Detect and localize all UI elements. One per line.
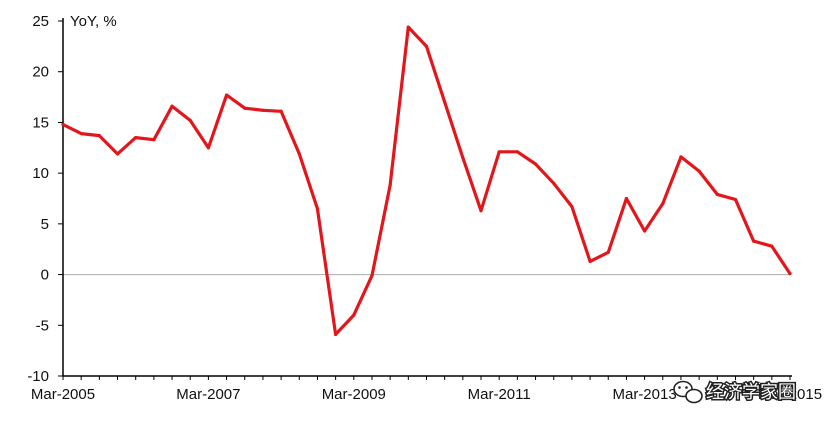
series-point: [715, 192, 719, 197]
series-point: [552, 181, 556, 185]
series-point: [624, 196, 629, 201]
series-point: [152, 138, 156, 142]
series-point: [79, 131, 83, 136]
series-point: [224, 93, 229, 97]
x-tick-label: Mar-2015: [758, 386, 822, 403]
series-point: [188, 118, 192, 122]
y-axis-ticks: 25 20 15 10 5 0 -5 -10: [27, 13, 63, 385]
series-point: [206, 146, 210, 150]
series-point: [134, 136, 138, 140]
y-tick-label: 0: [41, 267, 49, 284]
series-point: [461, 156, 465, 160]
series-point: [170, 104, 174, 108]
series-point: [533, 162, 538, 166]
series-point: [570, 205, 574, 209]
series-point: [334, 332, 338, 337]
series-points: [61, 25, 792, 337]
series-point: [61, 122, 65, 127]
series-point: [606, 250, 610, 254]
series-point: [697, 169, 701, 173]
series-point: [97, 134, 101, 138]
series-point: [479, 209, 483, 213]
series-point: [588, 259, 592, 263]
series-point: [279, 109, 283, 113]
y-tick-label: 5: [41, 216, 49, 233]
x-axis-ticks: Mar-2005 Mar-2007 Mar-2009 Mar-2011 Mar-2013…: [31, 376, 822, 403]
y-tick-label: 25: [32, 13, 49, 30]
x-tick-label: Mar-2011: [468, 386, 531, 403]
series-point: [770, 244, 774, 248]
series-point: [661, 201, 665, 206]
series-line: [61, 25, 792, 336]
series-point: [261, 108, 265, 112]
series-point: [515, 150, 519, 154]
series-point: [352, 313, 356, 317]
x-tick-label: Mar-2013: [612, 386, 676, 403]
y-tick-label: -5: [36, 317, 49, 334]
x-tick-label: Mar-2005: [31, 386, 95, 403]
wechat-icon: [673, 380, 703, 404]
series-point: [679, 155, 683, 159]
y-tick-label: -10: [27, 368, 49, 385]
series-point: [388, 183, 392, 187]
y-tick-label: 20: [32, 64, 49, 81]
series-point: [643, 229, 647, 233]
series-point: [370, 273, 374, 278]
x-tick-label: Mar-2009: [322, 386, 386, 403]
series-point: [243, 106, 247, 110]
series-point: [115, 152, 120, 156]
series-point: [788, 271, 792, 276]
series-point: [297, 152, 301, 156]
series-point: [752, 239, 756, 243]
series-point: [443, 100, 447, 104]
watermark: 经济学家圈: [673, 380, 798, 405]
series-point: [497, 150, 501, 154]
series-point: [406, 25, 410, 29]
y-tick-label: 15: [32, 114, 49, 131]
watermark-text: 经济学家圈: [706, 382, 796, 403]
x-tick-label: Mar-2007: [176, 386, 240, 403]
y-axis-title: YoY, %: [70, 13, 117, 30]
series-point: [424, 44, 429, 48]
series-point: [733, 197, 738, 202]
y-tick-label: 10: [32, 165, 49, 182]
series-point: [315, 207, 320, 211]
